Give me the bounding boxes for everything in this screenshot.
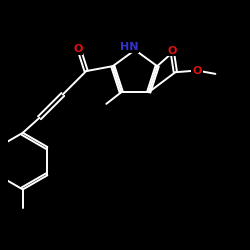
Text: O: O (73, 44, 83, 54)
Text: O: O (192, 66, 202, 76)
Text: O: O (167, 46, 177, 56)
Text: HN: HN (120, 42, 138, 52)
